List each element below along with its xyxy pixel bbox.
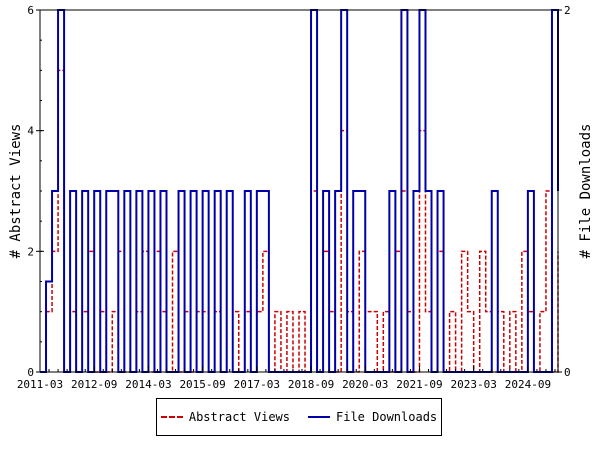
legend-swatch-abstract-views — [160, 416, 183, 418]
legend-label-abstract-views: Abstract Views — [188, 410, 290, 424]
x-tick-label: 2011-03 — [17, 378, 63, 391]
y-tick-label-right: 2 — [564, 4, 571, 17]
x-tick-label: 2018-09 — [288, 378, 334, 391]
legend-label-file-downloads: File Downloads — [336, 410, 438, 424]
x-tick-label: 2012-09 — [71, 378, 117, 391]
y-tick-label-left: 4 — [27, 125, 34, 138]
y-tick-label-right: 0 — [564, 366, 571, 379]
y-tick-label-left: 2 — [27, 245, 34, 258]
legend-item-abstract-views: Abstract Views — [160, 410, 290, 424]
y-tick-label-left: 6 — [27, 4, 34, 17]
x-tick-label: 2023-03 — [450, 378, 496, 391]
legend: Abstract Views File Downloads — [156, 398, 442, 436]
legend-item-file-downloads: File Downloads — [308, 410, 437, 424]
x-tick-label: 2021-09 — [396, 378, 442, 391]
x-tick-label: 2015-09 — [179, 378, 225, 391]
x-tick-label: 2014-03 — [125, 378, 171, 391]
x-tick-label: 2020-03 — [342, 378, 388, 391]
x-tick-label: 2024-09 — [505, 378, 551, 391]
legend-swatch-file-downloads — [308, 416, 330, 418]
y-tick-label-left: 0 — [27, 366, 34, 379]
x-tick-label: 2017-03 — [234, 378, 280, 391]
y-axis-title-left: # Abstract Views — [8, 124, 24, 259]
axis-layer: 0 2 4 6 0 2 2011-03 2012-09 2014-03 2015-09 2017-0… — [17, 4, 571, 391]
y-axis-title-right: # File Downloads — [578, 124, 594, 259]
